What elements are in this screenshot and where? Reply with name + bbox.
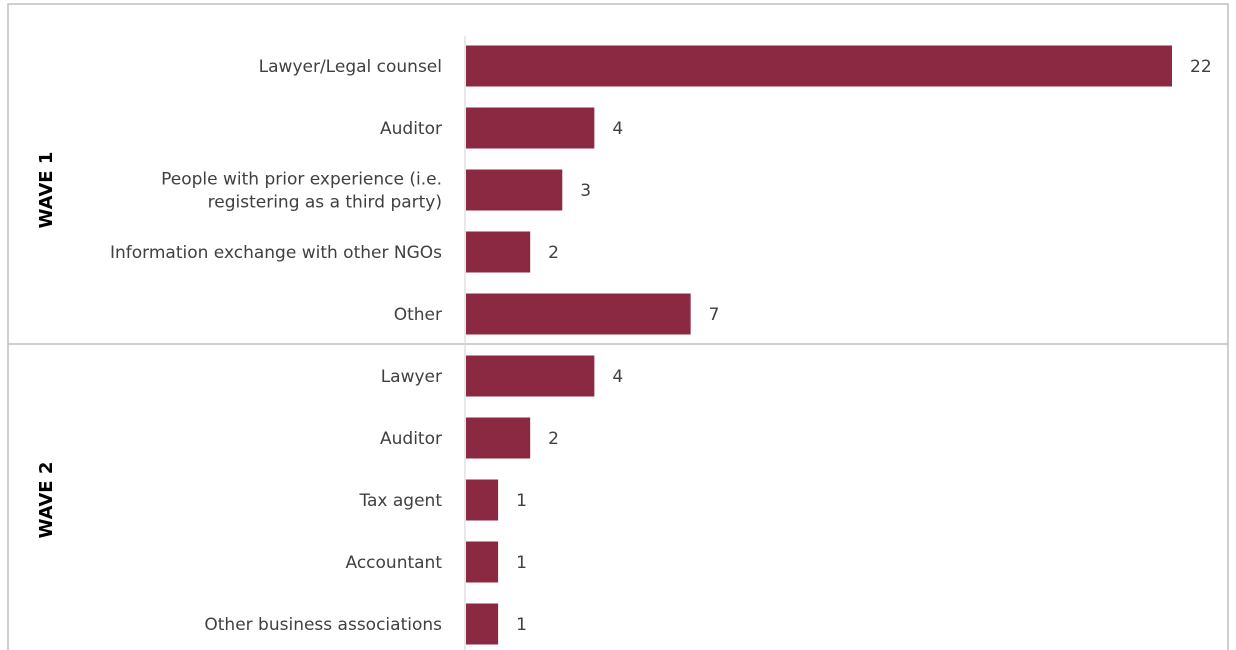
data-label: 1 — [516, 491, 527, 511]
data-label: 2 — [548, 429, 559, 449]
chart-frame — [7, 3, 1229, 650]
bar — [466, 417, 531, 459]
category-label: Information exchange with other NGOs — [110, 243, 442, 263]
category-label: Other — [394, 305, 442, 325]
category-label: People with prior experience (i.e. regist… — [161, 170, 442, 213]
category-label: Lawyer — [381, 367, 442, 387]
data-label: 4 — [612, 119, 623, 139]
category-label: Accountant — [346, 553, 443, 573]
group-label: WAVE 2 — [36, 462, 57, 539]
category-label: Auditor — [380, 429, 442, 449]
category-label: Lawyer/Legal counsel — [259, 57, 442, 77]
group-label: WAVE 1 — [36, 152, 57, 229]
category-label: Other business associations — [204, 615, 442, 635]
data-label: 7 — [709, 305, 720, 325]
data-label: 2 — [548, 243, 559, 263]
category-label: Tax agent — [358, 491, 442, 511]
bar — [466, 45, 1172, 87]
data-label: 1 — [516, 615, 527, 635]
bar — [466, 107, 595, 149]
data-label: 22 — [1190, 57, 1212, 77]
bar — [466, 293, 691, 335]
data-label: 3 — [580, 181, 591, 201]
data-label: 1 — [516, 553, 527, 573]
bar — [466, 603, 499, 645]
category-label: Auditor — [380, 119, 442, 139]
data-label: 4 — [612, 367, 623, 387]
bar — [466, 169, 563, 211]
bar — [466, 479, 499, 521]
bar — [466, 231, 531, 273]
bar — [466, 541, 499, 583]
bar — [466, 355, 595, 397]
